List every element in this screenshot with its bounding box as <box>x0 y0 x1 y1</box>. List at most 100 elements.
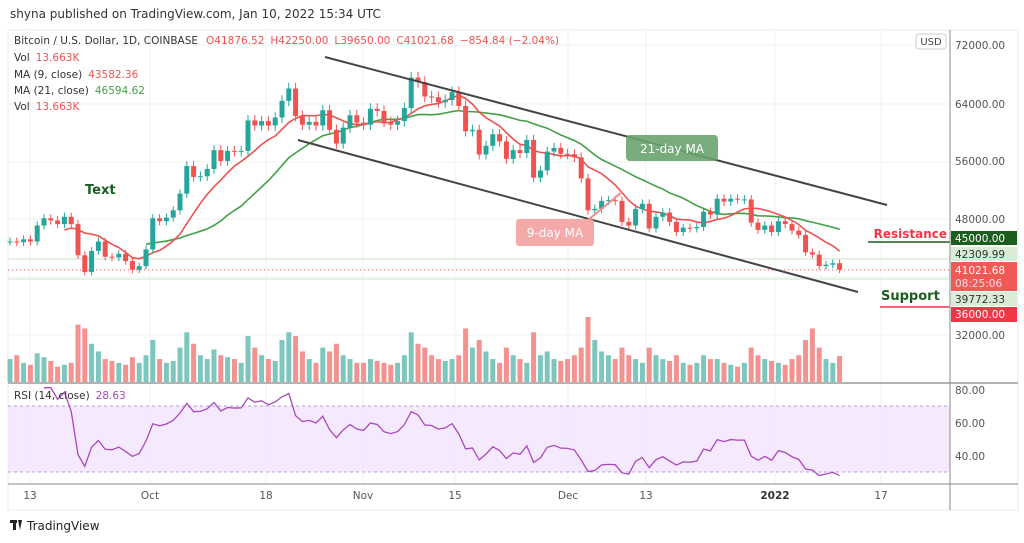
price-axis[interactable]: 72000.00 64000.00 56000.00 48000.00 3200… <box>955 40 1005 342</box>
rsi-band <box>8 406 950 472</box>
candle-body <box>170 210 176 218</box>
candle-body <box>612 200 618 202</box>
rsi-label[interactable]: RSI (14, close) <box>14 390 90 402</box>
ma9-callout[interactable] <box>516 219 594 246</box>
candle-body <box>279 100 285 118</box>
ma21-callout[interactable] <box>626 135 718 161</box>
upper-trendline[interactable] <box>324 56 888 206</box>
ma21-value: 46594.62 <box>95 85 145 97</box>
arrow-line <box>587 191 623 221</box>
text-annotation[interactable]: Text <box>85 183 116 198</box>
candle-body <box>721 198 727 202</box>
volume-bar <box>143 355 149 382</box>
volume-bar <box>667 360 673 382</box>
candle-body <box>184 166 190 194</box>
volume-bar <box>673 355 679 382</box>
candle-body <box>136 266 142 270</box>
candle-body <box>354 115 360 123</box>
candle-body <box>293 88 299 117</box>
volume-bar <box>225 357 231 382</box>
volume-bar <box>694 362 700 382</box>
candle-body <box>55 220 61 225</box>
volume-bar <box>14 355 20 382</box>
volume-bar <box>803 339 809 382</box>
candle-body <box>313 121 319 126</box>
volume-bar <box>184 332 190 382</box>
volume-bar <box>585 317 591 382</box>
candle-body <box>605 200 611 202</box>
candle-body <box>476 129 482 155</box>
currency-button[interactable] <box>915 33 947 50</box>
support-label[interactable]: Support <box>881 289 940 304</box>
legend-high: H42250.00 <box>270 35 328 47</box>
candle-body <box>435 97 441 103</box>
ma21-label[interactable]: MA (21, close) <box>14 85 89 97</box>
candle-body <box>225 150 231 161</box>
ma9-label[interactable]: MA (9, close) <box>14 69 82 81</box>
candle-body <box>619 200 625 222</box>
candle-body <box>639 203 645 209</box>
time-tick: 2022 <box>760 490 789 502</box>
bar-countdown: 08:25:06 <box>955 278 1002 290</box>
price-tick: 64000.00 <box>955 99 1005 111</box>
candles <box>7 71 843 276</box>
candle-body <box>442 100 448 103</box>
volume-bar <box>721 362 727 382</box>
volume-bar <box>612 359 618 382</box>
candle-body <box>143 249 149 267</box>
volume-bar <box>415 343 421 382</box>
support-price-box <box>951 307 1017 322</box>
tradingview-logo-icon[interactable] <box>10 520 22 530</box>
volume-bar <box>129 357 135 382</box>
volume-bar <box>82 328 88 382</box>
high-price: 42309.99 <box>955 249 1005 261</box>
time-axis[interactable]: 13 Oct 18 Nov 15 Dec 13 2022 17 <box>23 490 887 502</box>
candle-body <box>701 211 707 227</box>
footer-brand[interactable]: TradingView <box>26 519 100 533</box>
candle-body <box>259 121 265 126</box>
volume-bar <box>680 362 686 382</box>
volume-bar <box>299 351 305 382</box>
vol2-label[interactable]: Vol <box>14 101 30 113</box>
candle-body <box>599 200 605 209</box>
candle-body <box>714 198 720 215</box>
volume-bar <box>497 362 503 382</box>
candle-body <box>204 168 210 177</box>
volume-bar <box>735 366 741 382</box>
candle-body <box>89 250 95 272</box>
price-tick: 32000.00 <box>955 330 1005 342</box>
volume-bar <box>191 343 197 382</box>
candle-body <box>286 88 292 101</box>
support-price: 36000.00 <box>955 309 1005 321</box>
legend-symbol[interactable]: Bitcoin / U.S. Dollar, 1D, COINBASE <box>14 35 198 47</box>
high-price-box <box>951 247 1017 261</box>
time-tick: Oct <box>141 490 159 502</box>
volume-bar <box>517 359 523 382</box>
currency-label: USD <box>920 37 942 48</box>
volume-bar <box>605 355 611 382</box>
volume-bar <box>116 362 122 382</box>
volume-bar <box>75 324 81 382</box>
resistance-price: 45000.00 <box>955 233 1005 245</box>
candle-body <box>837 263 843 270</box>
vol-label[interactable]: Vol <box>14 52 30 64</box>
ma9-value: 43582.36 <box>88 69 138 81</box>
candle-body <box>429 96 435 98</box>
candle-body <box>21 239 27 243</box>
candle-body <box>75 224 81 256</box>
candle-body <box>775 221 781 233</box>
candle-body <box>809 252 815 255</box>
legend-row-vol2: Vol 13.663K <box>14 101 80 113</box>
volume-bar <box>204 359 210 382</box>
candle-body <box>469 129 475 132</box>
last-price: 41021.68 <box>955 265 1005 277</box>
volume-bar <box>429 355 435 382</box>
volume-bar <box>490 359 496 382</box>
volume-bar <box>395 362 401 382</box>
resistance-label[interactable]: Resistance <box>874 227 947 241</box>
lower-trendline[interactable] <box>297 139 859 293</box>
volume-bar <box>123 364 129 382</box>
candle-body <box>381 110 387 122</box>
legend-change: −854.84 (−2.04%) <box>460 35 559 47</box>
candle-body <box>449 92 455 101</box>
